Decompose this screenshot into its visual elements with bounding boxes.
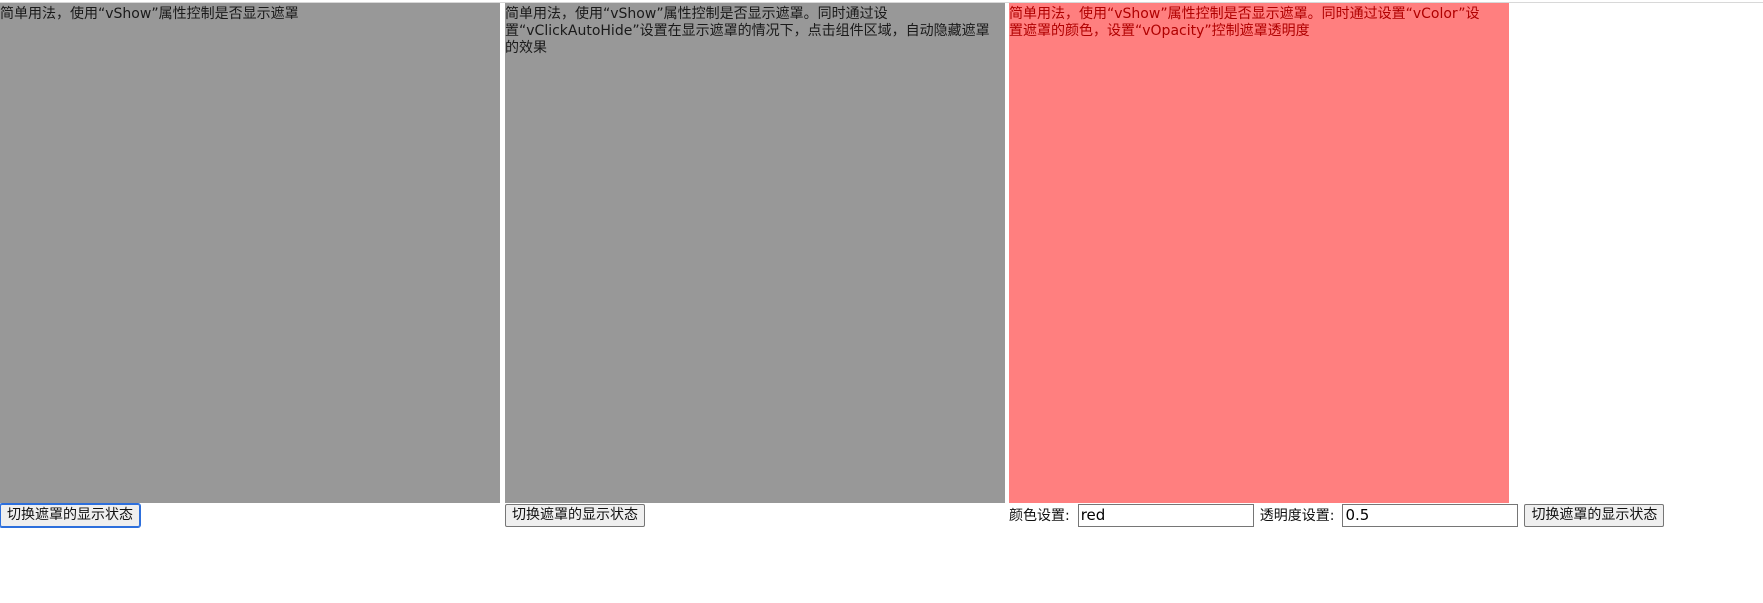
color-label: 颜色设置: — [1009, 508, 1070, 524]
opacity-input[interactable] — [1342, 503, 1519, 527]
demo-description: 简单用法，使用“vShow”属性控制是否显示遮罩 — [0, 6, 299, 22]
mask-demo-basic: 简单用法，使用“vShow”属性控制是否显示遮罩 切换遮罩的显示状态 — [0, 3, 500, 528]
toggle-mask-button[interactable]: 切换遮罩的显示状态 — [0, 502, 141, 528]
mask-overlay: 简单用法，使用“vShow”属性控制是否显示遮罩 — [0, 3, 500, 503]
mask-demo-color-opacity: 简单用法，使用“vShow”属性控制是否显示遮罩。同时通过设置“vColor”设… — [1009, 3, 1763, 527]
demo-controls: 切换遮罩的显示状态 — [0, 502, 500, 528]
mask-demo-click-auto-hide: 简单用法，使用“vShow”属性控制是否显示遮罩。同时通过设置“vClickAu… — [505, 3, 1005, 527]
toggle-mask-button[interactable]: 切换遮罩的显示状态 — [505, 503, 645, 527]
demo-description: 简单用法，使用“vShow”属性控制是否显示遮罩。同时通过设置“vColor”设… — [1009, 6, 1480, 39]
top-divider — [0, 2, 1763, 3]
mask-overlay: 简单用法，使用“vShow”属性控制是否显示遮罩。同时通过设置“vColor”设… — [1009, 3, 1509, 503]
demo-controls: 颜色设置: 透明度设置: 切换遮罩的显示状态 — [1009, 503, 1763, 527]
demo-controls: 切换遮罩的显示状态 — [505, 503, 1005, 527]
mask-overlay[interactable]: 简单用法，使用“vShow”属性控制是否显示遮罩。同时通过设置“vClickAu… — [505, 3, 1005, 503]
opacity-label: 透明度设置: — [1259, 508, 1335, 524]
toggle-mask-button[interactable]: 切换遮罩的显示状态 — [1524, 503, 1665, 527]
color-input[interactable] — [1077, 503, 1254, 527]
demo-description: 简单用法，使用“vShow”属性控制是否显示遮罩。同时通过设置“vClickAu… — [505, 6, 990, 56]
